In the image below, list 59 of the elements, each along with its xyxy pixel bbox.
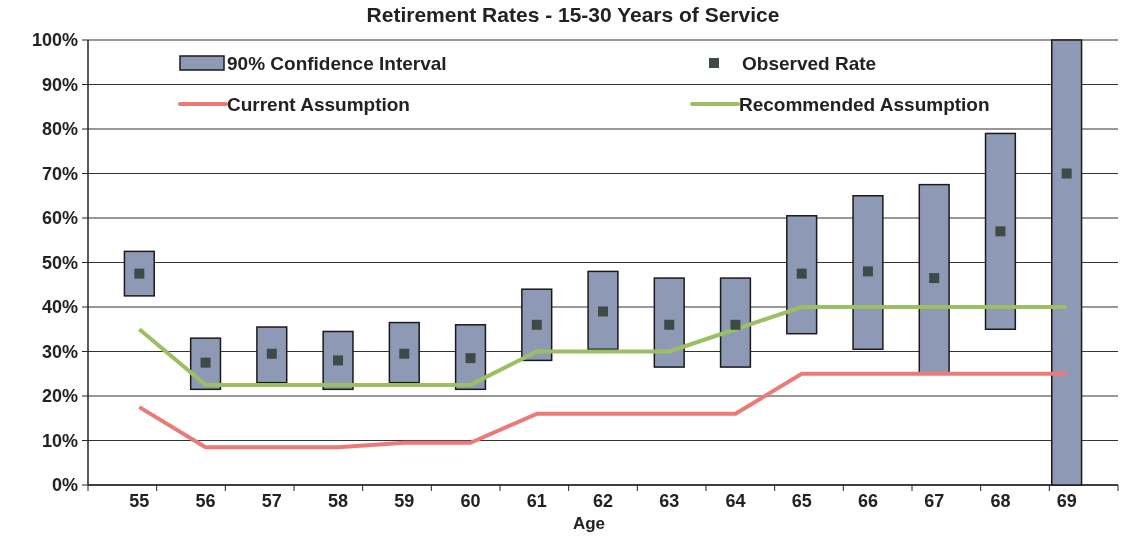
bar (123, 250, 155, 297)
x-tick-label: 69 (1056, 491, 1077, 511)
x-tick-label: 67 (924, 491, 945, 511)
line-series (137, 305, 1069, 387)
x-tick-label: 68 (990, 491, 1011, 511)
y-tick-label: 90% (41, 74, 78, 95)
point (929, 273, 940, 284)
bar (786, 215, 818, 335)
point (134, 268, 145, 279)
legend-label: Current Assumption (227, 93, 410, 115)
point (465, 353, 476, 364)
point (200, 357, 211, 368)
point (995, 226, 1006, 237)
point (333, 355, 344, 366)
x-tick-label: 63 (659, 491, 680, 511)
x-tick-label: 61 (526, 491, 547, 511)
line-series (137, 371, 1069, 450)
legend-label: Observed Rate (742, 52, 877, 74)
x-tick-label: 66 (857, 491, 878, 511)
point (730, 319, 741, 330)
point (598, 306, 608, 317)
point (664, 319, 675, 330)
bar (653, 277, 685, 368)
bar (256, 326, 288, 384)
y-tick-label: 0% (51, 475, 78, 495)
bar (388, 321, 420, 384)
x-axis-title: Age (572, 514, 606, 533)
chart-title: Retirement Rates - 15-30 Years of Service (366, 3, 780, 26)
legend-label: Recommended Assumption (739, 93, 990, 115)
y-tick-label: 30% (41, 341, 78, 362)
y-tick-label: 10% (41, 430, 78, 451)
point (266, 348, 277, 359)
y-tick-label: 100% (31, 30, 78, 50)
bar (587, 270, 619, 351)
point (862, 266, 873, 277)
bar (984, 132, 1017, 330)
bar (918, 183, 950, 375)
y-tick-label: 50% (41, 252, 78, 273)
point (1061, 168, 1072, 179)
x-tick-label: 59 (394, 491, 415, 511)
point (531, 319, 542, 330)
bar (852, 195, 884, 351)
y-tick-label: 60% (41, 208, 78, 228)
y-tick-label: 70% (41, 163, 78, 184)
x-tick-label: 55 (129, 491, 150, 511)
x-tick-label: 62 (592, 491, 614, 511)
point (796, 268, 807, 279)
y-tick-label: 40% (41, 297, 78, 317)
x-tick-label: 57 (261, 491, 282, 511)
y-tick-label: 20% (41, 386, 78, 406)
x-tick-label: 56 (195, 491, 216, 511)
legend-label: 90% Confidence Interval (227, 52, 447, 74)
x-tick-label: 60 (460, 491, 481, 511)
x-tick-label: 58 (328, 491, 349, 511)
bar (719, 277, 752, 368)
point (399, 348, 410, 359)
x-tick-label: 64 (725, 491, 746, 511)
y-tick-label: 80% (41, 119, 78, 139)
x-tick-label: 65 (791, 491, 812, 511)
